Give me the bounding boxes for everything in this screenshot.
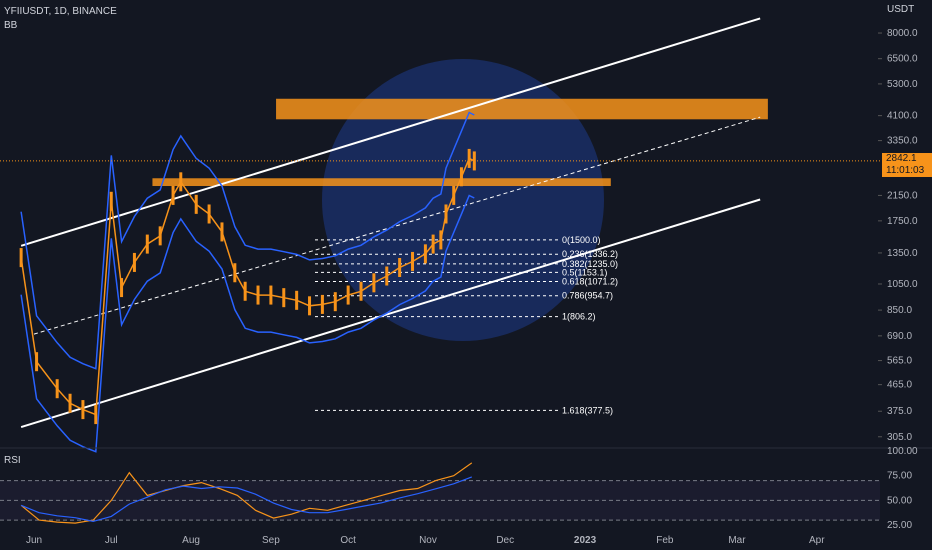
symbol-title[interactable]: YFIIUSDT, 1D, BINANCE <box>4 6 117 17</box>
x-axis-tick-label: Jun <box>26 535 42 546</box>
indicator-label-rsi[interactable]: RSI <box>4 455 21 466</box>
fib-level-label: 0.5(1153.1) <box>562 267 607 277</box>
resistance-zone <box>276 98 768 120</box>
price-candle <box>346 285 350 305</box>
y-axis-tick-label: 6500.0 <box>887 54 918 65</box>
x-axis-tick-label: Feb <box>656 535 674 546</box>
price-candle <box>452 185 456 205</box>
price-candle <box>158 226 162 246</box>
price-candle <box>333 292 337 312</box>
highlight-circle <box>322 59 604 341</box>
y-axis-tick-label: 8000.0 <box>887 28 918 39</box>
y-axis-tick-label: 1350.0 <box>887 248 918 259</box>
channel-mid-line <box>33 116 761 335</box>
y-axis-tick-label: 305.0 <box>887 432 912 443</box>
price-candle <box>68 393 72 413</box>
price-candle <box>145 234 149 254</box>
price-candle <box>256 285 260 305</box>
y-axis-tick-label: 4100.0 <box>887 111 918 122</box>
price-candle <box>282 288 286 308</box>
rsi-ma-line <box>20 476 473 523</box>
y-axis-tick-label: 565.0 <box>887 356 912 367</box>
price-candle <box>411 251 415 271</box>
price-candle <box>81 400 85 420</box>
price-candle <box>320 294 324 314</box>
x-axis-tick-label: Sep <box>262 535 280 546</box>
fib-level-label: 1.618(377.5) <box>562 405 613 415</box>
rsi-axis-tick-label: 50.00 <box>887 495 912 506</box>
price-candle <box>269 285 273 305</box>
price-candle <box>398 257 402 277</box>
y-axis-tick-label: 1750.0 <box>887 216 918 227</box>
fib-level-label: 0.236(1336.2) <box>562 249 618 259</box>
rsi-axis-tick-label: 100.00 <box>887 446 918 457</box>
price-candle <box>233 263 237 283</box>
y-axis-tick-label: 375.0 <box>887 406 912 417</box>
x-axis-tick-label: Mar <box>728 535 746 546</box>
price-candle <box>431 234 435 254</box>
price-candle <box>220 222 224 242</box>
price-candle <box>94 405 98 425</box>
y-axis-tick-label: 5300.0 <box>887 79 918 90</box>
price-candle <box>109 191 113 211</box>
last-price-value: 2842.1 <box>886 153 917 164</box>
channel-upper-line <box>20 17 761 247</box>
resistance-zone <box>152 178 611 187</box>
price-candle <box>372 273 376 293</box>
y-axis-tick-label: 1050.0 <box>887 279 918 290</box>
last-price-tag: 2842.1 11:01:03 <box>882 153 932 177</box>
price-candle <box>55 379 59 399</box>
bar-countdown: 11:01:03 <box>886 165 925 176</box>
price-candle <box>439 230 443 250</box>
price-candle <box>467 148 471 168</box>
rsi-band-fill <box>0 480 880 521</box>
y-axis-tick-label: 3350.0 <box>887 136 918 147</box>
fib-level-label: 1(806.2) <box>562 312 596 322</box>
price-candle <box>171 185 175 205</box>
price-candle <box>444 204 448 224</box>
x-axis-tick-label: 2023 <box>574 535 597 546</box>
price-candle <box>295 290 299 310</box>
x-axis-tick-label: Nov <box>419 535 437 546</box>
x-axis-tick-label: Aug <box>182 535 200 546</box>
bb-lower-band <box>20 194 475 453</box>
price-candle <box>423 244 427 264</box>
rsi-line <box>20 462 473 524</box>
price-candle <box>385 266 389 286</box>
y-axis-tick-label: 465.0 <box>887 380 912 391</box>
rsi-axis-tick-label: 25.00 <box>887 520 912 531</box>
price-candle <box>179 172 183 192</box>
price-candle <box>132 252 136 272</box>
currency-label: USDT <box>887 4 915 15</box>
y-axis-tick-label: 850.0 <box>887 305 912 316</box>
fib-level-label: 0(1500.0) <box>562 235 601 245</box>
price-candle <box>243 281 247 301</box>
price-candle <box>19 248 23 268</box>
fib-level-label: 0.618(1071.2) <box>562 277 618 287</box>
channel-lower-line <box>20 198 761 428</box>
price-candle <box>194 194 198 214</box>
price-candle <box>359 281 363 301</box>
x-axis-tick-label: Apr <box>809 535 825 546</box>
fib-level-label: 0.382(1235.0) <box>562 259 618 269</box>
price-candle <box>120 278 124 298</box>
x-axis-tick-label: Jul <box>105 535 118 546</box>
x-axis-tick-label: Oct <box>340 535 356 546</box>
y-axis-tick-label: 690.0 <box>887 331 912 342</box>
price-candle <box>308 296 312 316</box>
bb-upper-band <box>20 111 475 370</box>
x-axis-tick-label: Dec <box>496 535 514 546</box>
price-candle <box>35 352 39 372</box>
y-axis-tick-label: 2150.0 <box>887 190 918 201</box>
rsi-axis-tick-label: 75.00 <box>887 471 912 482</box>
fib-level-label: 0.786(954.7) <box>562 291 613 301</box>
price-candle <box>207 204 211 224</box>
indicator-label-bb[interactable]: BB <box>4 20 18 31</box>
price-candle <box>459 167 463 187</box>
